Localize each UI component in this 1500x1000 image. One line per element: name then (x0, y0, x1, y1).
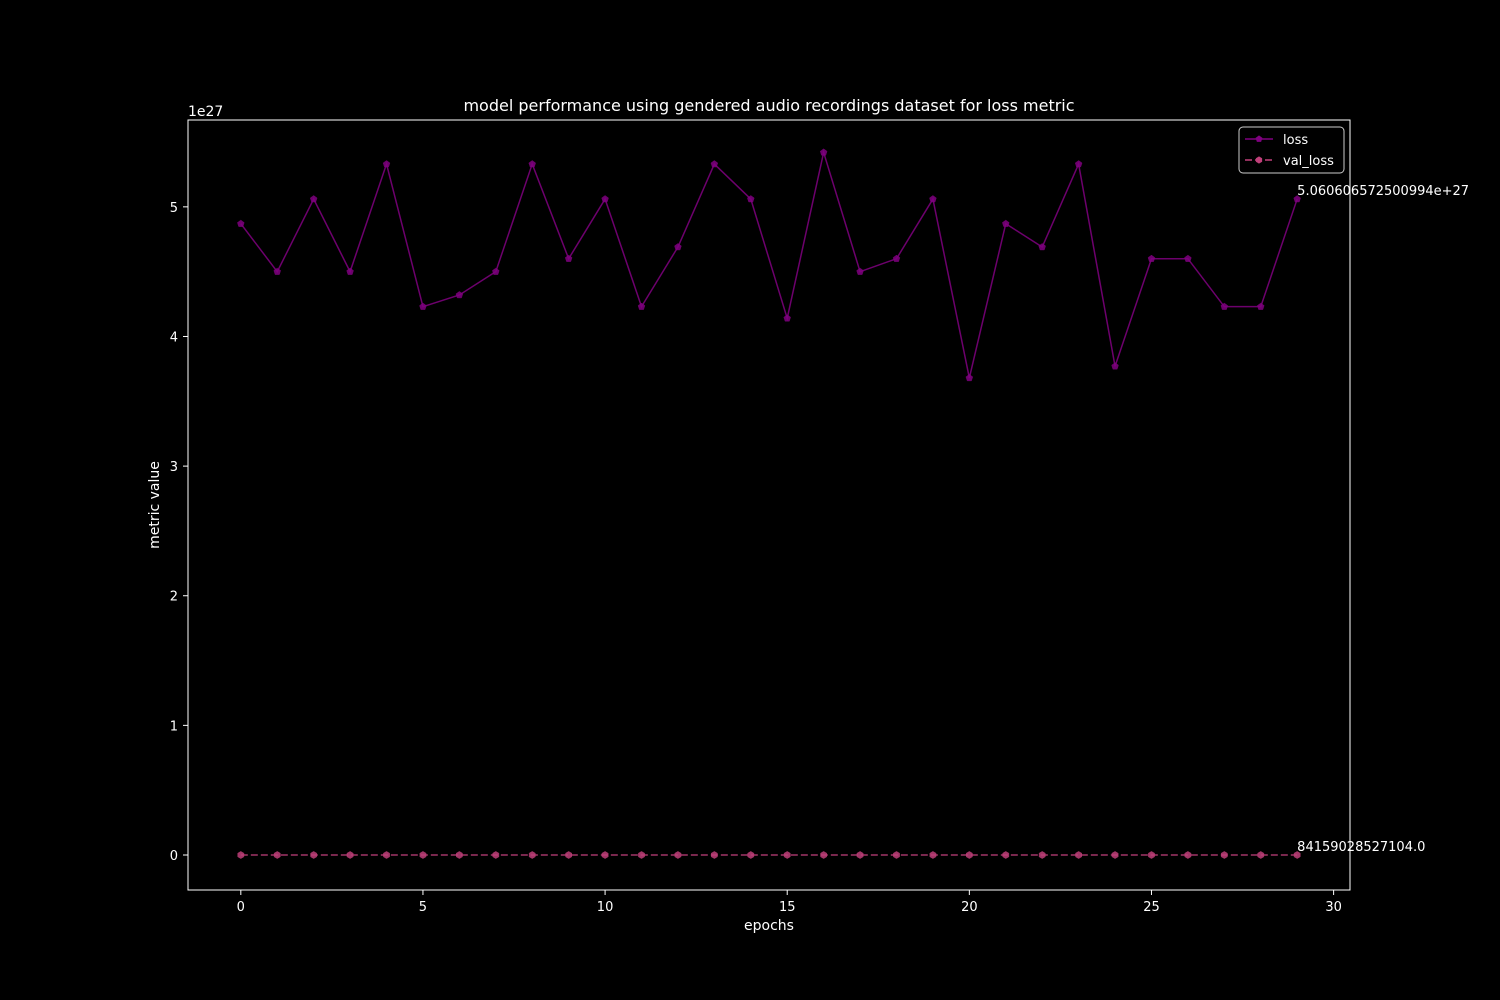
data-point-loss (783, 314, 791, 322)
data-point-val_loss (419, 851, 427, 859)
data-point-val_loss (856, 851, 864, 859)
data-point-loss (273, 267, 281, 275)
data-point-val_loss (1257, 851, 1265, 859)
x-axis-label: epochs (744, 918, 794, 934)
data-point-val_loss (565, 851, 573, 859)
y-tick-label: 1 (170, 719, 178, 734)
data-point-loss (1111, 362, 1119, 370)
data-point-loss (710, 160, 719, 168)
data-point-val_loss (456, 851, 463, 859)
data-point-loss (1220, 302, 1229, 310)
annotation-val_loss: 84159028527104.0 (1297, 840, 1425, 855)
x-tick-label: 15 (779, 900, 796, 915)
data-point-val_loss (273, 851, 281, 859)
x-tick-label: 5 (419, 900, 427, 915)
data-point-val_loss (674, 851, 682, 859)
y-axis-label: metric value (147, 461, 163, 549)
series-line-loss (240, 149, 1298, 379)
data-point-val_loss (747, 851, 755, 859)
data-point-loss (346, 267, 354, 275)
y-offset-label: 1e27 (188, 104, 223, 120)
data-point-loss (965, 374, 974, 382)
data-point-loss (1184, 254, 1192, 262)
axis-ticks: 0 5 10 15 20 25 30 0 1 2 3 4 5 (170, 201, 1342, 915)
x-tick-label: 25 (1143, 900, 1160, 915)
y-tick-label: 5 (170, 201, 178, 216)
x-tick-label: 30 (1325, 900, 1342, 915)
data-point-val_loss (237, 851, 245, 859)
x-tick-label: 20 (961, 900, 978, 915)
data-point-loss (382, 160, 391, 168)
x-tick-label: 0 (237, 900, 245, 915)
data-point-val_loss (1293, 851, 1301, 859)
data-point-loss (637, 302, 646, 310)
data-point-loss (455, 291, 464, 299)
series-layer: 5.060606572500994e+27 84159028527104.0 (237, 148, 1469, 859)
data-point-val_loss (1111, 851, 1119, 859)
data-point-loss (564, 254, 573, 262)
y-tick-label: 0 (170, 849, 178, 864)
data-point-loss (492, 267, 500, 275)
data-point-loss (419, 302, 427, 310)
data-point-loss (1002, 219, 1010, 227)
data-point-val_loss (528, 851, 536, 859)
data-point-val_loss (710, 851, 718, 859)
data-point-val_loss (1038, 851, 1046, 859)
data-point-val_loss (492, 851, 500, 859)
legend: loss val_loss (1238, 126, 1345, 174)
plot-frame (187, 119, 1351, 891)
data-point-val_loss (1220, 851, 1228, 859)
data-point-loss (1147, 254, 1156, 262)
legend-label-loss: loss (1283, 133, 1308, 148)
chart-title: model performance using gendered audio r… (463, 96, 1074, 115)
y-tick-label: 3 (170, 460, 178, 475)
data-point-loss (1038, 243, 1046, 251)
data-point-loss (237, 219, 245, 227)
data-point-val_loss (1184, 851, 1192, 859)
data-point-loss (601, 195, 609, 203)
data-point-val_loss (893, 851, 900, 859)
data-point-loss (747, 195, 755, 203)
data-point-val_loss (346, 851, 354, 859)
data-point-loss (1074, 160, 1083, 168)
x-tick-label: 10 (597, 900, 614, 915)
data-point-val_loss (601, 851, 609, 859)
data-point-val_loss (1002, 851, 1010, 859)
data-point-loss (309, 195, 318, 203)
data-point-loss (892, 254, 901, 262)
data-point-loss (819, 148, 828, 156)
data-point-loss (1293, 195, 1301, 203)
data-point-loss (929, 195, 937, 203)
data-point-val_loss (820, 851, 828, 859)
legend-marker-loss (1255, 135, 1263, 142)
data-point-val_loss (638, 851, 645, 859)
data-point-val_loss (965, 851, 973, 859)
data-point-val_loss (929, 851, 937, 859)
legend-marker-val_loss (1255, 156, 1263, 164)
data-point-loss (856, 267, 864, 275)
annotation-loss: 5.060606572500994e+27 (1297, 184, 1469, 199)
y-tick-label: 4 (170, 330, 178, 345)
data-point-loss (1257, 302, 1265, 310)
data-point-val_loss (383, 851, 390, 859)
data-point-val_loss (1075, 851, 1082, 859)
data-point-val_loss (1148, 851, 1155, 859)
data-point-loss (528, 160, 536, 168)
legend-label-val_loss: val_loss (1283, 154, 1334, 169)
data-point-val_loss (783, 851, 791, 859)
data-point-val_loss (310, 851, 318, 859)
data-point-loss (674, 243, 682, 251)
y-tick-label: 2 (170, 590, 178, 605)
